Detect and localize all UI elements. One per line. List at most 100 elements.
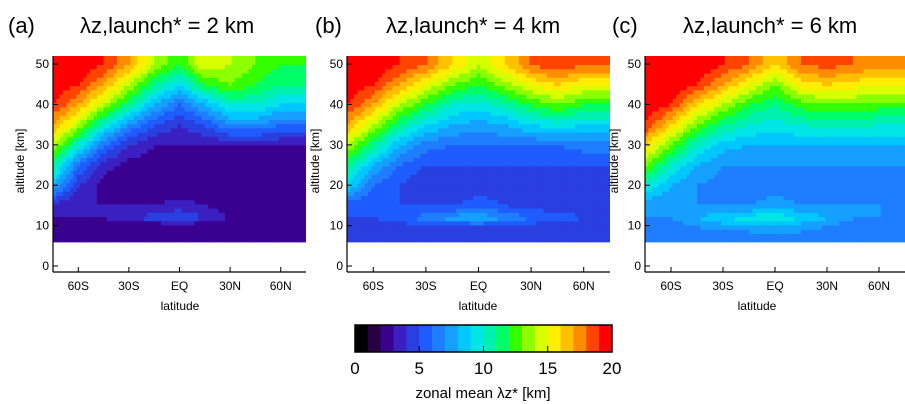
field-cell bbox=[441, 207, 446, 213]
field-cell bbox=[350, 165, 355, 171]
field-cell bbox=[113, 127, 118, 133]
field-cell bbox=[595, 233, 601, 239]
field-cell bbox=[86, 157, 91, 163]
field-cell bbox=[262, 64, 267, 70]
field-cell bbox=[69, 119, 74, 125]
field-cell bbox=[385, 169, 390, 175]
field-cell bbox=[434, 229, 439, 234]
field-cell bbox=[113, 191, 118, 196]
field-cell bbox=[214, 157, 219, 163]
field-cell bbox=[73, 182, 78, 188]
field-cell bbox=[487, 195, 492, 201]
field-cell bbox=[96, 169, 101, 175]
field-cell bbox=[238, 199, 243, 205]
field-cell bbox=[66, 191, 71, 196]
field-cell bbox=[480, 237, 485, 243]
field-cell bbox=[160, 174, 165, 180]
field-cell bbox=[110, 127, 115, 133]
field-cell bbox=[268, 136, 273, 142]
field-cell bbox=[208, 106, 213, 112]
field-cell bbox=[201, 60, 206, 66]
field-cell bbox=[181, 81, 186, 87]
field-cell bbox=[120, 169, 125, 175]
field-cell bbox=[150, 212, 155, 218]
field-cell bbox=[174, 191, 179, 196]
field-cell bbox=[255, 212, 260, 218]
field-cell bbox=[63, 216, 68, 222]
field-cell bbox=[282, 195, 287, 201]
field-cell bbox=[522, 153, 527, 158]
field-cell bbox=[602, 224, 608, 230]
field-cell bbox=[578, 207, 583, 213]
field-cell bbox=[289, 216, 294, 222]
field-cell bbox=[410, 186, 415, 192]
field-cell bbox=[476, 212, 481, 218]
field-cell bbox=[204, 195, 209, 201]
field-cell bbox=[268, 224, 273, 230]
field-cell bbox=[83, 174, 88, 180]
field-cell bbox=[110, 212, 115, 218]
field-cell bbox=[235, 182, 240, 188]
field-cell bbox=[117, 186, 122, 192]
field-cell bbox=[536, 220, 541, 226]
field-cell bbox=[140, 64, 145, 70]
field-cell bbox=[184, 157, 189, 163]
field-cell bbox=[255, 216, 260, 222]
field-cell bbox=[364, 191, 369, 196]
field-cell bbox=[79, 161, 84, 167]
field-cell bbox=[581, 153, 587, 158]
field-cell bbox=[504, 191, 509, 196]
field-cell bbox=[511, 203, 516, 209]
field-cell bbox=[204, 157, 209, 163]
field-cell bbox=[268, 165, 273, 171]
field-cell bbox=[473, 165, 478, 171]
field-cell bbox=[59, 106, 64, 112]
field-cell bbox=[147, 77, 152, 82]
field-cell bbox=[574, 169, 580, 175]
field-cell bbox=[392, 195, 397, 201]
field-cell bbox=[550, 195, 555, 201]
field-cell bbox=[83, 229, 88, 234]
field-cell bbox=[272, 207, 277, 213]
field-cell bbox=[225, 115, 230, 120]
field-cell bbox=[211, 229, 216, 234]
field-cell bbox=[140, 127, 145, 133]
field-cell bbox=[106, 119, 111, 125]
field-cell bbox=[255, 140, 260, 146]
field-cell bbox=[231, 98, 236, 104]
field-cell bbox=[110, 68, 115, 74]
field-cell bbox=[497, 191, 502, 196]
field-cell bbox=[133, 207, 138, 213]
field-cell bbox=[59, 212, 64, 218]
field-cell bbox=[585, 233, 590, 239]
field-cell bbox=[160, 56, 165, 61]
field-cell bbox=[406, 220, 411, 226]
field-cell bbox=[490, 178, 495, 184]
field-cell bbox=[385, 148, 390, 154]
field-cell bbox=[100, 68, 105, 74]
field-cell bbox=[299, 127, 304, 133]
field-cell bbox=[382, 220, 387, 226]
field-cell bbox=[480, 169, 485, 175]
field-cell bbox=[191, 199, 196, 205]
field-cell bbox=[225, 144, 230, 150]
field-cell bbox=[406, 153, 411, 158]
field-cell bbox=[272, 148, 277, 154]
field-cell bbox=[371, 191, 376, 196]
field-cell bbox=[385, 216, 390, 222]
field-cell bbox=[79, 64, 84, 70]
field-cell bbox=[204, 169, 209, 175]
field-cell bbox=[214, 191, 219, 196]
field-cell bbox=[90, 64, 95, 70]
field-cell bbox=[497, 237, 502, 243]
field-cell bbox=[354, 195, 359, 201]
field-cell bbox=[238, 207, 243, 213]
field-cell bbox=[63, 140, 68, 146]
field-cell bbox=[473, 191, 478, 196]
field-cell bbox=[275, 203, 280, 209]
field-cell bbox=[282, 144, 287, 150]
field-cell bbox=[571, 191, 576, 196]
field-cell bbox=[532, 178, 537, 184]
field-cell bbox=[403, 212, 408, 218]
field-cell bbox=[53, 132, 57, 137]
